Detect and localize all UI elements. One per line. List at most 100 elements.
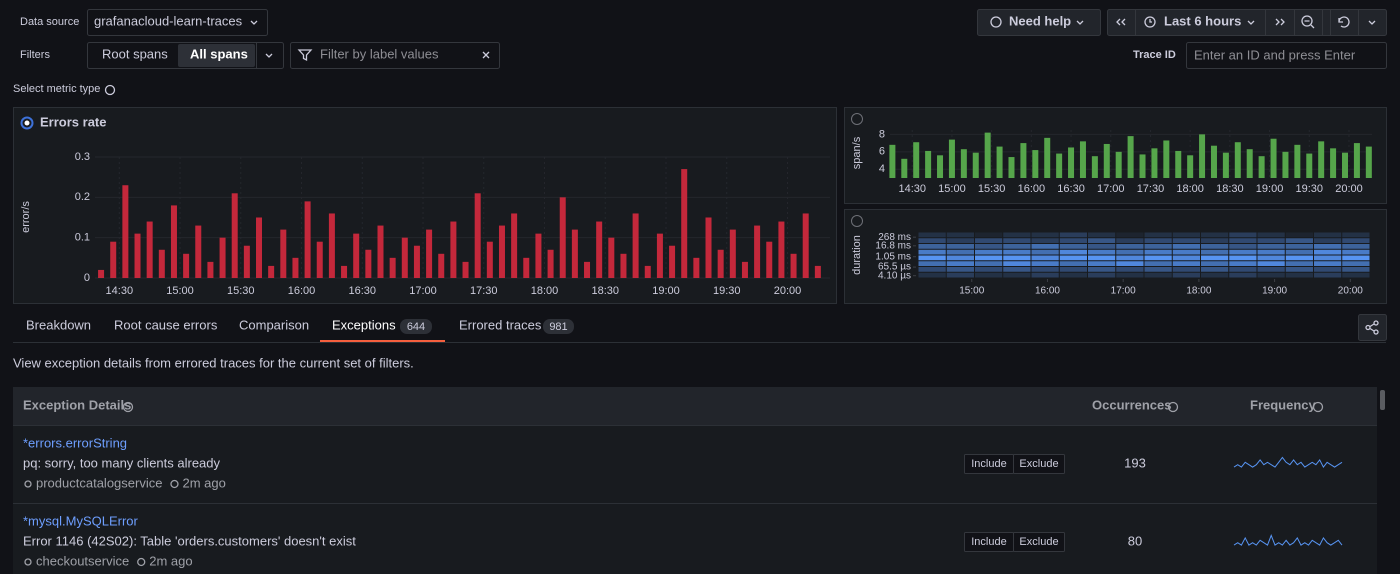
column-header[interactable]: Occurrences — [1092, 397, 1172, 412]
exception-type[interactable]: *errors.errorString — [23, 435, 127, 450]
bar — [681, 169, 687, 278]
exception-type[interactable]: *mysql.MySQLError — [23, 513, 139, 528]
bar — [232, 193, 238, 278]
bar — [1175, 151, 1181, 178]
heatmap-cell — [1116, 261, 1143, 266]
bar — [693, 258, 699, 278]
bar — [1271, 139, 1277, 178]
heatmap-cell — [1145, 273, 1172, 278]
y-tick-label: 6 — [879, 146, 885, 158]
time-range[interactable]: Last 6 hours — [1164, 13, 1241, 28]
bar — [584, 262, 590, 278]
x-tick-label: 16:00 — [1035, 286, 1060, 297]
bar — [1342, 153, 1348, 178]
heatmap-cell — [1258, 244, 1285, 249]
heatmap-cell — [1145, 233, 1172, 238]
column-header: Exception Details — [23, 397, 131, 412]
bar — [523, 258, 529, 278]
heatmap-cell — [1286, 267, 1313, 272]
heatmap-cell — [1229, 256, 1256, 261]
heatmap-cell — [1088, 238, 1115, 243]
bar — [620, 254, 626, 278]
heatmap-cell — [1173, 256, 1200, 261]
bar — [1330, 148, 1336, 178]
bar — [305, 201, 311, 278]
heatmap-cell — [1116, 233, 1143, 238]
tab[interactable]: Root cause errors — [114, 317, 218, 332]
bar — [961, 149, 967, 178]
y-axis-label: duration — [851, 235, 863, 275]
segment-all[interactable]: All spans — [190, 46, 248, 61]
heatmap-cell — [1314, 267, 1341, 272]
bar — [329, 213, 335, 278]
badge-count: 981 — [549, 321, 567, 333]
label: Filters — [20, 49, 50, 61]
bar — [98, 270, 104, 278]
heatmap-cell — [919, 244, 946, 249]
heatmap-cell — [1258, 273, 1285, 278]
heatmap-cell — [1314, 250, 1341, 255]
heatmap-cell — [1088, 233, 1115, 238]
tab[interactable]: Errored traces — [459, 317, 542, 332]
section-label: Select metric type — [13, 83, 100, 95]
x-tick-label: 15:00 — [938, 183, 966, 195]
bar — [1163, 140, 1169, 178]
heatmap-cell — [919, 250, 946, 255]
bar — [1366, 147, 1372, 178]
heatmap-cell — [1145, 256, 1172, 261]
heatmap-cell — [1286, 250, 1313, 255]
heatmap-cell — [1286, 233, 1313, 238]
scrollbar[interactable] — [1380, 390, 1385, 410]
heatmap-cell — [1145, 267, 1172, 272]
bar — [706, 218, 712, 279]
heatmap-cell — [1116, 244, 1143, 249]
segment-root[interactable]: Root spans — [102, 46, 168, 61]
tab-active[interactable]: Exceptions — [332, 317, 396, 332]
column-header[interactable]: Frequency — [1250, 397, 1317, 412]
bar — [341, 266, 347, 278]
heatmap-cell — [1032, 261, 1059, 266]
heatmap-cell — [1201, 250, 1228, 255]
exception-message: Error 1146 (42S02): Table 'orders.custom… — [23, 533, 356, 548]
bar — [1092, 156, 1098, 178]
bar — [268, 266, 274, 278]
y-tick-label: 1.05 ms — [875, 251, 911, 262]
heatmap-cell — [1173, 250, 1200, 255]
heatmap-cell — [1258, 250, 1285, 255]
x-tick-label: 18:30 — [1216, 183, 1244, 195]
bar — [183, 254, 189, 278]
bar — [1199, 134, 1205, 178]
last-seen: 2m ago — [182, 475, 225, 490]
heatmap-cell — [1342, 273, 1369, 278]
bar — [572, 230, 578, 278]
heatmap-cell — [975, 233, 1002, 238]
bar — [110, 242, 116, 278]
y-tick-label: 4.10 µs — [878, 270, 911, 281]
bar — [1020, 143, 1026, 178]
bar — [925, 151, 931, 178]
y-axis-label: span/s — [851, 136, 863, 169]
bar — [766, 242, 772, 278]
x-tick-label: 18:30 — [591, 285, 619, 297]
heatmap-cell — [1342, 250, 1369, 255]
bar — [1080, 141, 1086, 178]
tab[interactable]: Comparison — [239, 317, 309, 332]
heatmap-cell — [947, 233, 974, 238]
bar — [365, 250, 371, 278]
bar — [122, 185, 128, 278]
heatmap-cell — [1314, 256, 1341, 261]
y-tick-label: 4 — [879, 163, 885, 175]
heatmap-cell — [1342, 233, 1369, 238]
heatmap-cell — [1229, 233, 1256, 238]
x-tick-label: 16:00 — [1018, 183, 1046, 195]
x-tick-label: 20:00 — [1338, 286, 1363, 297]
button-label: Need help — [1009, 13, 1071, 28]
x-tick-label: 18:00 — [531, 285, 559, 297]
share-button[interactable] — [1359, 315, 1387, 341]
y-tick-label: 0.2 — [75, 191, 90, 203]
bar — [499, 226, 505, 278]
heatmap-cell — [1258, 267, 1285, 272]
tab[interactable]: Breakdown — [26, 317, 91, 332]
bar — [1282, 152, 1288, 178]
bar — [730, 230, 736, 278]
